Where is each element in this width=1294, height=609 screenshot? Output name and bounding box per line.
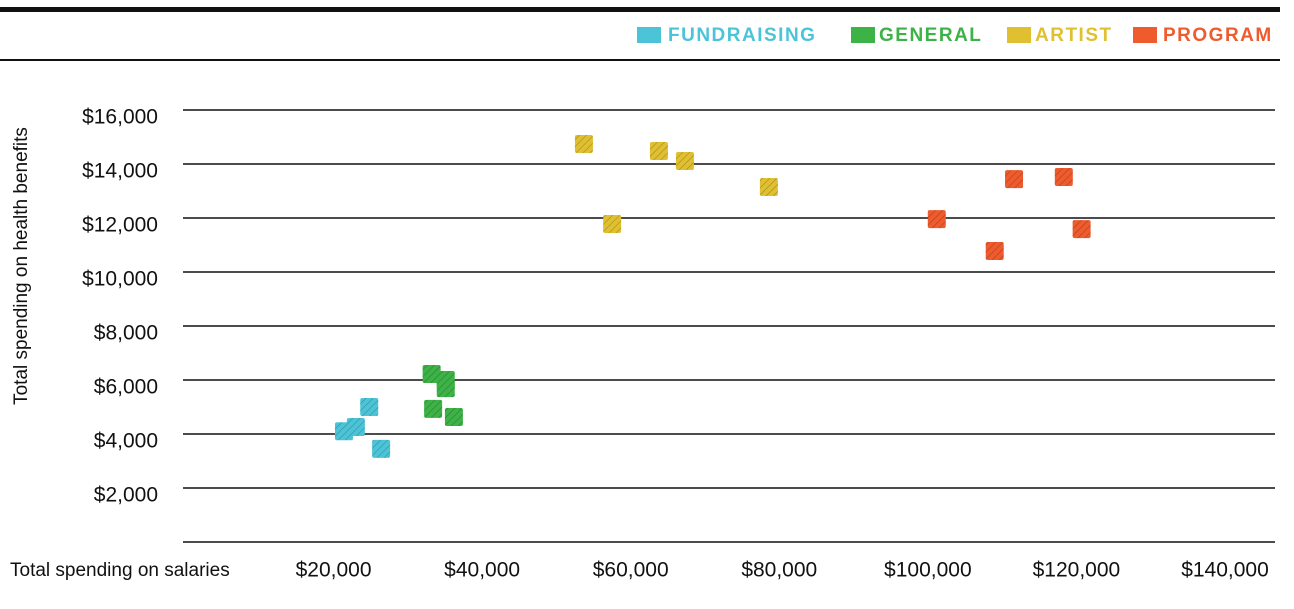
legend-label: FUNDRAISING bbox=[668, 25, 816, 46]
point bbox=[372, 439, 391, 458]
legend-label: GENERAL bbox=[879, 25, 982, 46]
point bbox=[927, 210, 946, 229]
x-tick-label: $120,000 bbox=[1033, 559, 1121, 582]
y-tick-label: $16,000 bbox=[82, 106, 158, 129]
point bbox=[1072, 220, 1091, 239]
point bbox=[649, 142, 668, 161]
legend-swatch bbox=[1133, 27, 1157, 43]
point bbox=[1054, 167, 1073, 186]
point bbox=[574, 135, 593, 154]
header-rule bbox=[0, 59, 1280, 61]
point bbox=[1005, 170, 1024, 189]
y-tick-label: $6,000 bbox=[94, 376, 158, 399]
x-tick-label: $100,000 bbox=[884, 559, 972, 582]
y-tick-label: $4,000 bbox=[94, 430, 158, 453]
point bbox=[422, 365, 441, 384]
x-tick-label: $140,000 bbox=[1181, 559, 1269, 582]
top-rule bbox=[0, 7, 1280, 12]
point bbox=[436, 379, 455, 398]
point bbox=[444, 407, 463, 426]
point bbox=[985, 241, 1004, 260]
legend-label: PROGRAM bbox=[1163, 25, 1273, 46]
x-tick-label: $80,000 bbox=[741, 559, 817, 582]
x-axis-label: Total spending on salaries bbox=[10, 560, 230, 581]
y-tick-label: $2,000 bbox=[94, 484, 158, 507]
y-axis-label: Total spending on health benefits bbox=[11, 127, 32, 405]
point bbox=[603, 214, 622, 233]
point bbox=[346, 417, 365, 436]
x-tick-label: $20,000 bbox=[296, 559, 372, 582]
y-tick-label: $12,000 bbox=[82, 214, 158, 237]
legend-swatch bbox=[637, 27, 661, 43]
point bbox=[360, 398, 379, 416]
legend-swatch bbox=[851, 27, 875, 43]
y-tick-label: $10,000 bbox=[82, 268, 158, 291]
point bbox=[759, 177, 778, 196]
y-tick-label: $14,000 bbox=[82, 160, 158, 183]
point bbox=[675, 152, 694, 171]
legend-swatch bbox=[1007, 27, 1031, 43]
point bbox=[424, 399, 443, 418]
x-tick-label: $40,000 bbox=[444, 559, 520, 582]
legend-label: ARTIST bbox=[1035, 25, 1113, 46]
y-tick-label: $8,000 bbox=[94, 322, 158, 345]
x-tick-label: $60,000 bbox=[593, 559, 669, 582]
